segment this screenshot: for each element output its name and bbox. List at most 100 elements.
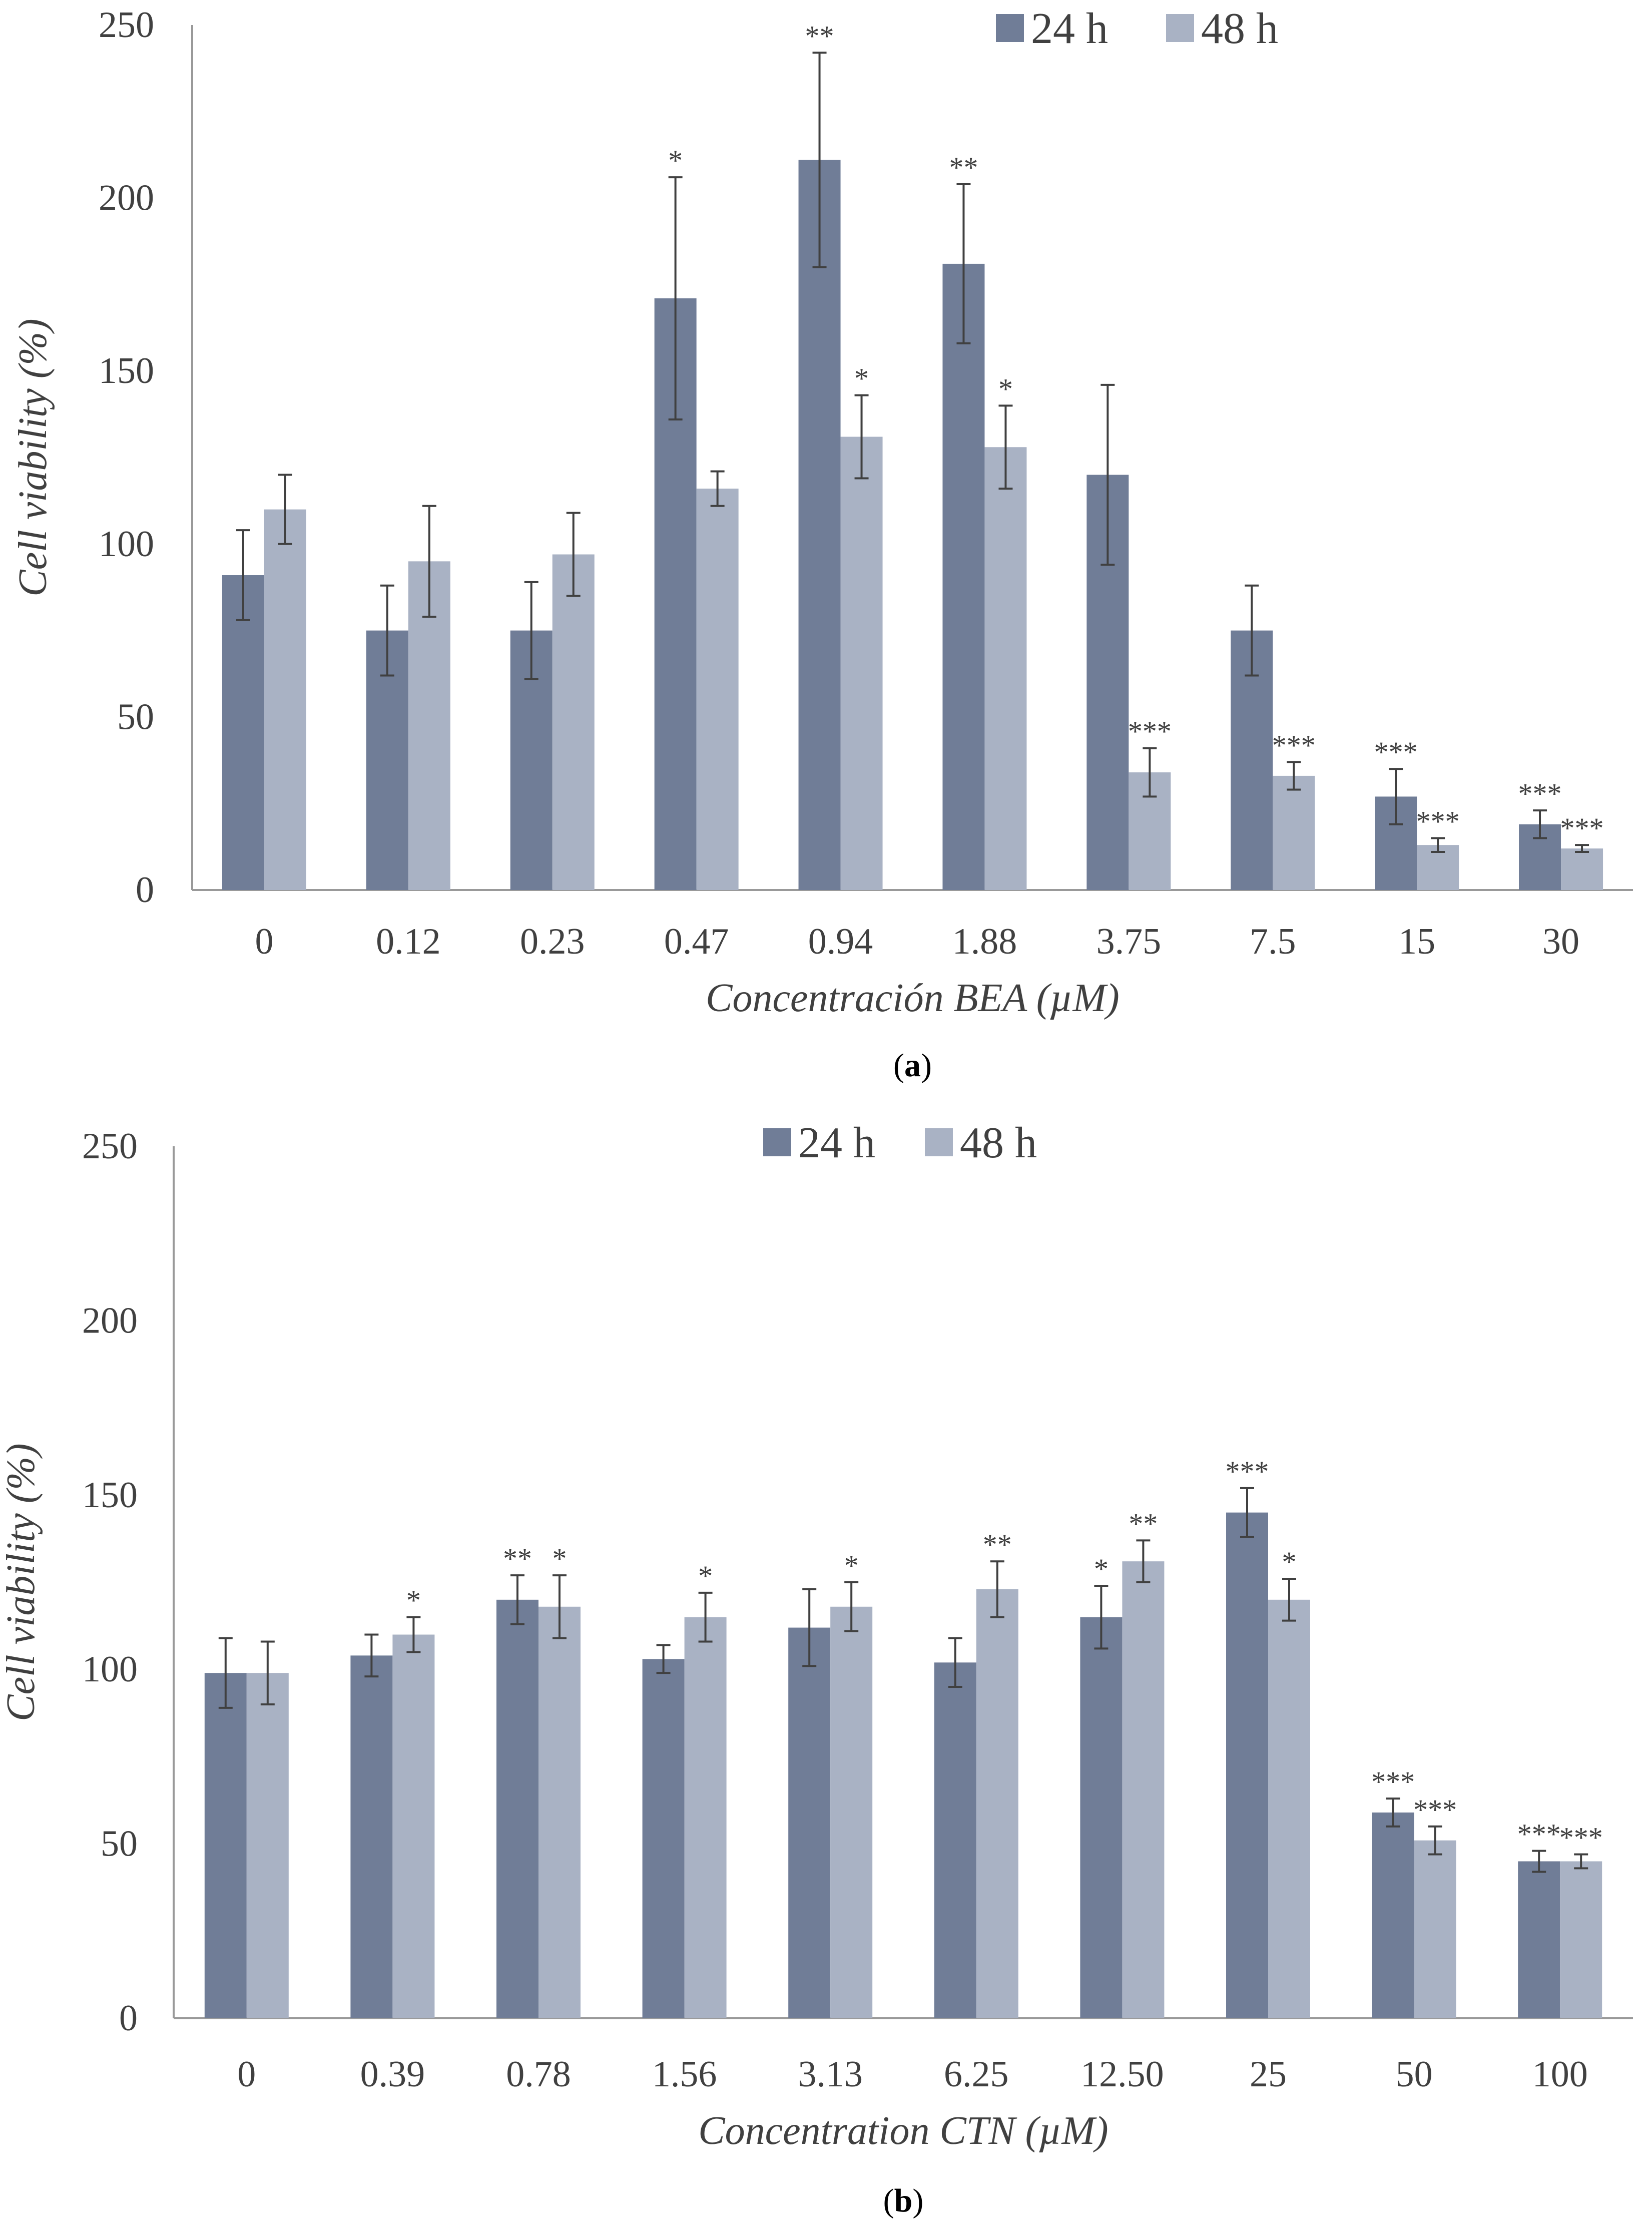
bar-48h xyxy=(1268,1599,1310,2018)
x-tick-label: 50 xyxy=(1396,2054,1433,2095)
bar-48h xyxy=(1560,1861,1602,2018)
y-tick-label: 0 xyxy=(136,869,154,911)
legend-label: 48 h xyxy=(960,1119,1037,1167)
panel-letter: a xyxy=(904,1047,921,1084)
y-axis-title: Cell viability (%) xyxy=(0,1443,43,1721)
y-tick-label: 50 xyxy=(101,1824,138,1865)
x-tick-label: 0.39 xyxy=(360,2054,425,2095)
bar-48h xyxy=(246,1673,289,2018)
y-tick-label: 0 xyxy=(119,1998,138,2039)
significance-marker: * xyxy=(406,1584,421,1617)
significance-marker: ** xyxy=(1129,1507,1158,1540)
bar-48h xyxy=(552,554,595,890)
bar-24h xyxy=(1226,1512,1268,2018)
bar-24h xyxy=(1372,1812,1414,2018)
y-tick-label: 250 xyxy=(99,5,154,46)
x-tick-label: 7.5 xyxy=(1250,921,1296,962)
bar-48h xyxy=(696,489,739,890)
y-tick-label: 200 xyxy=(99,178,154,219)
significance-marker: *** xyxy=(1371,1765,1415,1798)
legend: 24 h 48 h xyxy=(996,5,1278,53)
significance-marker: *** xyxy=(1559,1822,1603,1854)
y-tick-label: 200 xyxy=(82,1300,138,1341)
significance-marker: *** xyxy=(1272,729,1316,761)
bar-48h xyxy=(1122,1561,1165,2018)
bar-24h xyxy=(1080,1617,1123,2018)
significance-marker: *** xyxy=(1413,1794,1457,1826)
legend-label: 24 h xyxy=(798,1119,875,1167)
x-tick-label: 3.13 xyxy=(798,2054,863,2095)
x-tick-label: 6.25 xyxy=(944,2054,1009,2095)
chart-panel-a: 0 50 100 150 200 250 Cell viability (%) 0 0.12 0.… xyxy=(11,5,1633,1084)
bar-24h xyxy=(350,1655,393,2018)
bar-24h xyxy=(934,1662,976,2018)
x-tick-label: 15 xyxy=(1398,921,1435,962)
panel-letter: b xyxy=(894,2182,913,2219)
bar-48h xyxy=(1273,775,1315,890)
panel-paren-close: ) xyxy=(912,2182,923,2219)
x-tick-label: 100 xyxy=(1532,2054,1588,2095)
x-axis-title: Concentración BEA (µM) xyxy=(706,976,1120,1020)
bar-48h xyxy=(684,1617,727,2018)
x-tick-label: 1.56 xyxy=(652,2054,717,2095)
x-axis-title: Concentration CTN (µM) xyxy=(698,2109,1108,2153)
significance-marker: *** xyxy=(1374,736,1418,768)
bar-48h xyxy=(840,436,883,890)
significance-marker: * xyxy=(998,372,1013,405)
bar-48h xyxy=(830,1606,873,2018)
significance-marker: ** xyxy=(805,20,834,52)
significance-marker: *** xyxy=(1560,812,1604,844)
x-tick-label: 0 xyxy=(237,2054,256,2095)
legend-label: 48 h xyxy=(1201,5,1278,53)
legend-swatch-24h xyxy=(996,14,1024,42)
significance-marker: * xyxy=(698,1560,713,1592)
bar-48h xyxy=(1414,1840,1456,2018)
x-tick-label: 0.47 xyxy=(664,921,729,962)
legend-swatch-24h xyxy=(763,1128,791,1156)
x-tick-label: 0.78 xyxy=(506,2054,571,2095)
panel-label: (a) xyxy=(893,1047,932,1084)
y-tick-label: 250 xyxy=(82,1126,138,1167)
significance-marker: ** xyxy=(503,1542,532,1575)
panel-paren-open: ( xyxy=(883,2182,894,2219)
significance-marker: * xyxy=(1282,1546,1297,1578)
significance-marker: *** xyxy=(1226,1455,1269,1488)
bar-24h xyxy=(942,263,985,890)
chart-panel-b: 0 50 100 150 200 250 Cell viability (%) 0 * 0.39 *… xyxy=(0,1119,1633,2219)
bar-48h xyxy=(984,447,1027,890)
x-tick-label: 12.50 xyxy=(1080,2054,1164,2095)
x-tick-label: 0 xyxy=(255,921,273,962)
x-tick-label: 1.88 xyxy=(952,921,1017,962)
significance-marker: * xyxy=(1094,1553,1109,1585)
legend-label: 24 h xyxy=(1031,5,1108,53)
x-tick-label: 0.94 xyxy=(808,921,873,962)
significance-marker: *** xyxy=(1416,805,1460,837)
legend: 24 h 48 h xyxy=(763,1119,1037,1167)
legend-swatch-48h xyxy=(1166,14,1194,42)
bar-48h xyxy=(538,1606,581,2018)
significance-marker: *** xyxy=(1518,777,1562,810)
panel-paren-close: ) xyxy=(921,1047,932,1084)
bar-24h xyxy=(496,1599,538,2018)
significance-marker: ** xyxy=(949,151,978,184)
bar-24h xyxy=(788,1627,831,2018)
bar-24h xyxy=(642,1659,685,2018)
significance-marker: * xyxy=(553,1542,567,1575)
bar-24h xyxy=(222,575,264,890)
y-tick-label: 100 xyxy=(82,1649,138,1690)
y-tick-label: 50 xyxy=(117,696,154,737)
significance-marker: *** xyxy=(1517,1818,1561,1851)
bar-24h xyxy=(204,1673,247,2018)
bar-24h xyxy=(1518,1861,1560,2018)
significance-marker: * xyxy=(668,144,683,177)
bar-48h xyxy=(1561,848,1603,890)
y-tick-label: 100 xyxy=(99,524,154,565)
bar-48h xyxy=(976,1589,1018,2018)
bar-48h xyxy=(392,1634,435,2018)
bar-48h xyxy=(264,509,306,890)
panel-paren-open: ( xyxy=(893,1047,904,1084)
panel-label: (b) xyxy=(883,2182,924,2219)
x-tick-label: 3.75 xyxy=(1096,921,1162,962)
significance-marker: * xyxy=(844,1549,859,1582)
